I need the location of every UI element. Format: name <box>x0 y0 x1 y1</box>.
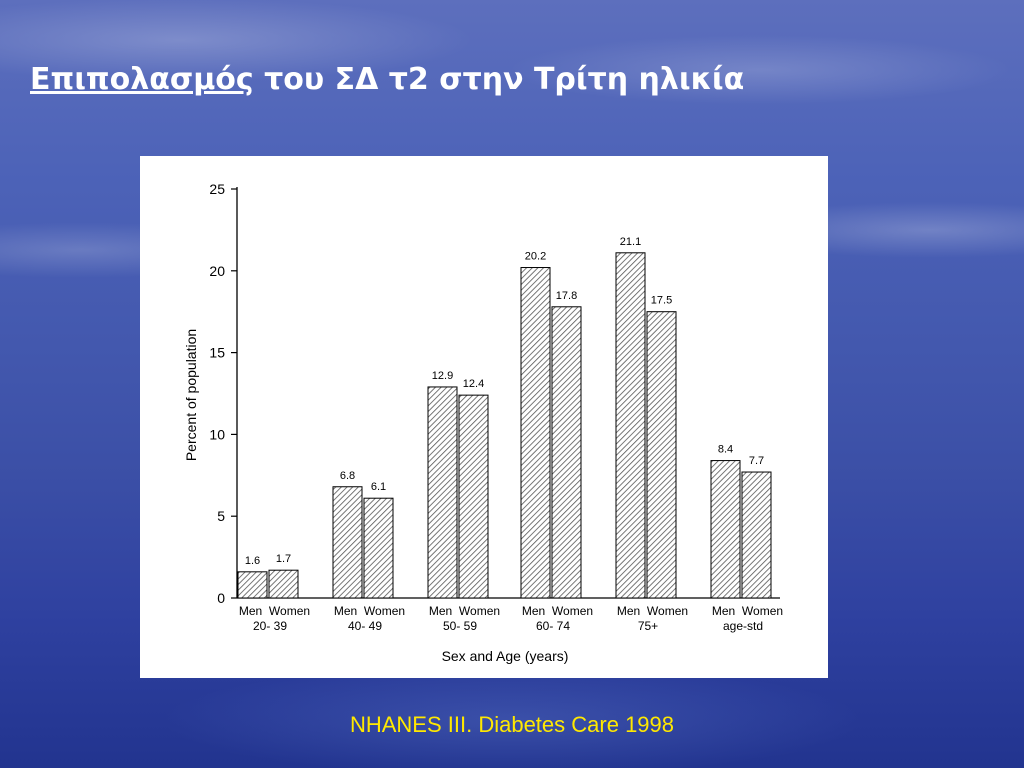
slide-title: Επιπολασμός του ΣΔ τ2 στην Τρίτη ηλικία <box>30 62 744 97</box>
x-group-label: 75+ <box>638 619 658 633</box>
chart-x-axis-title: Sex and Age (years) <box>442 648 569 664</box>
bar <box>363 497 394 599</box>
bar-value-label: 12.4 <box>463 378 484 390</box>
bar-value-label: 17.5 <box>651 295 672 307</box>
bar <box>237 571 268 599</box>
x-sex-label: Men <box>334 604 357 618</box>
bar <box>427 386 458 599</box>
y-tick-label: 20 <box>209 263 225 279</box>
bar <box>551 306 582 599</box>
bar-value-label: 21.1 <box>620 236 641 248</box>
x-group-label: 40- 49 <box>348 619 382 633</box>
x-sex-label: Men <box>429 604 452 618</box>
y-tick-label: 0 <box>217 590 225 606</box>
x-sex-label: Men <box>522 604 545 618</box>
bar <box>268 569 299 599</box>
bar <box>710 460 741 599</box>
x-sex-label: Women <box>742 604 783 618</box>
slide-title-underlined: Επιπολασμός <box>30 62 254 97</box>
chart-panel: 0 5 10 15 20 25 1.6 Men 1.7 Women 20- 39 6.8 Men 6.1… <box>140 156 828 678</box>
x-sex-label: Men <box>239 604 262 618</box>
bar <box>646 311 677 599</box>
bar <box>741 471 772 599</box>
bar-value-label: 7.7 <box>749 455 764 467</box>
slide-title-rest: του ΣΔ τ2 στην Τρίτη ηλικία <box>253 62 745 97</box>
y-tick-label: 25 <box>209 181 225 197</box>
x-sex-label: Women <box>647 604 688 618</box>
bar-value-label: 6.1 <box>371 481 386 493</box>
y-tick-label: 5 <box>217 508 225 524</box>
x-group-label: age-std <box>723 619 763 633</box>
chart-axes: 0 5 10 15 20 25 <box>209 181 780 606</box>
x-group-label: 50- 59 <box>443 619 477 633</box>
x-sex-label: Women <box>552 604 593 618</box>
bar <box>615 252 646 599</box>
x-sex-label: Men <box>712 604 735 618</box>
bar-value-label: 8.4 <box>718 444 733 456</box>
bar-value-label: 1.6 <box>245 555 260 567</box>
bar-value-label: 6.8 <box>340 470 355 482</box>
x-sex-label: Men <box>617 604 640 618</box>
bar-value-label: 20.2 <box>525 251 546 263</box>
y-tick-label: 10 <box>209 426 225 442</box>
chart-y-axis-title: Percent of population <box>183 329 199 461</box>
x-group-label: 60- 74 <box>536 619 570 633</box>
x-sex-label: Women <box>459 604 500 618</box>
bar <box>520 267 551 599</box>
x-group-label: 20- 39 <box>253 619 287 633</box>
x-sex-label: Women <box>269 604 310 618</box>
x-sex-label: Women <box>364 604 405 618</box>
bar <box>458 394 489 599</box>
bar-value-label: 1.7 <box>276 553 291 565</box>
source-citation: NHANES III. Diabetes Care 1998 <box>349 712 675 737</box>
bar <box>332 486 363 599</box>
bar-value-label: 12.9 <box>432 370 453 382</box>
y-tick-label: 15 <box>209 345 225 361</box>
bar-value-label: 17.8 <box>556 290 577 302</box>
